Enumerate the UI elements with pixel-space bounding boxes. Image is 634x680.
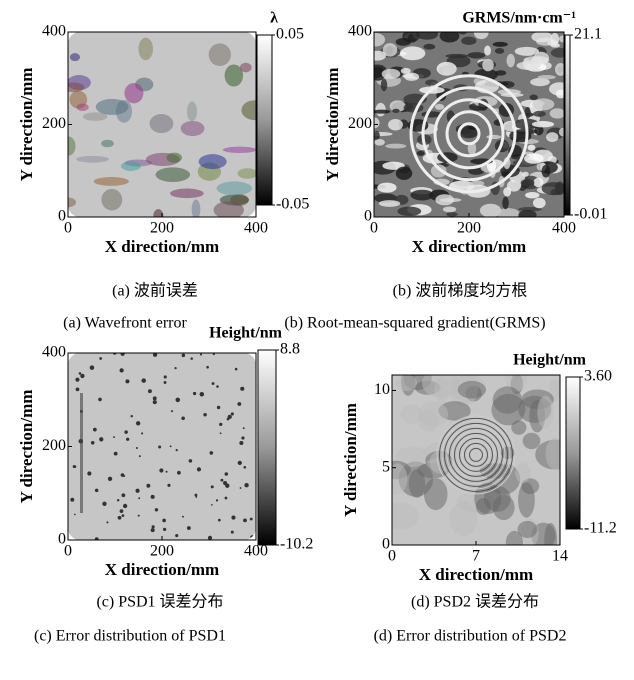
colorbar-tick-label: -0.05 [276, 196, 309, 213]
x-axis-label: X direction/mm [419, 565, 533, 584]
y-tick-label: 0 [58, 208, 66, 225]
y-tick-label: 10 [374, 381, 390, 398]
y-tick-label: 200 [42, 437, 66, 454]
y-tick-label: 0 [58, 531, 66, 548]
y-axis-label: Y direction/mm [323, 68, 342, 182]
y-tick-label: 400 [348, 23, 372, 40]
colorbar-tick-label: -10.2 [280, 536, 313, 553]
colorbar-tick-label: -11.2 [584, 520, 617, 537]
x-tick-label: 7 [472, 548, 480, 565]
caption-en: (d) Error distribution of PSD2 [374, 628, 567, 645]
heatmap-image [380, 365, 575, 556]
y-tick-label: 200 [348, 115, 372, 132]
y-axis-label: Y direction/mm [341, 403, 360, 517]
heatmap-image [60, 32, 268, 223]
x-axis-label: X direction/mm [105, 237, 219, 256]
colorbar-tick-label: -0.01 [574, 206, 607, 223]
caption-cn: (d) PSD2 误差分布 [411, 593, 539, 611]
caption-cn: (a) 波前误差 [112, 282, 198, 300]
x-tick-label: 400 [552, 220, 576, 237]
y-tick-label: 200 [42, 115, 66, 132]
y-axis-label: Y direction/mm [17, 390, 36, 504]
x-axis-label: X direction/mm [412, 237, 526, 256]
figure: 0 200 400 0 200 400 X direction/mm Y direction/… [0, 0, 634, 680]
colorbar-title: GRMS/nm·cm⁻¹ [462, 10, 576, 27]
colorbar-tick-label: 0.05 [276, 26, 304, 43]
heatmap-image [68, 351, 256, 541]
colorbar [258, 350, 276, 545]
x-tick-label: 14 [552, 548, 568, 565]
x-tick-label: 200 [457, 220, 481, 237]
caption-en: (b) Root-mean-squared gradient(GRMS) [284, 315, 545, 332]
colorbar-title: Height/nm [513, 352, 587, 369]
colorbar-tick-label: 3.60 [584, 368, 612, 385]
colorbar-tick-label: 21.1 [574, 26, 602, 43]
y-axis-label: Y direction/mm [17, 68, 36, 182]
colorbar-title: λ [270, 10, 278, 27]
colorbar-title: Height/nm [209, 325, 283, 342]
colorbar [566, 377, 580, 529]
caption-cn: (c) PSD1 误差分布 [96, 593, 223, 611]
caption-en: (a) Wavefront error [63, 315, 187, 332]
caption-en: (c) Error distribution of PSD1 [34, 628, 226, 645]
x-tick-label: 200 [150, 543, 174, 560]
y-tick-label: 0 [364, 208, 372, 225]
colorbar [565, 35, 570, 215]
x-tick-label: 400 [244, 220, 268, 237]
colorbar [257, 35, 272, 205]
heatmap-image [363, 26, 570, 220]
y-tick-label: 400 [42, 23, 66, 40]
y-tick-label: 0 [382, 536, 390, 553]
x-axis-label: X direction/mm [105, 560, 219, 579]
x-tick-label: 200 [150, 220, 174, 237]
y-tick-label: 400 [42, 344, 66, 361]
y-tick-label: 5 [382, 458, 390, 475]
caption-cn: (b) 波前梯度均方根 [393, 282, 528, 300]
colorbar-tick-label: 8.8 [280, 341, 300, 358]
